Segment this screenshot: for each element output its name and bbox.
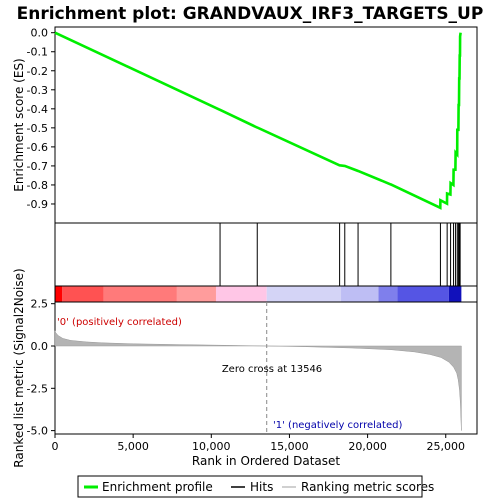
legend-label-hits: Hits	[250, 480, 273, 494]
es-y-tick-label: -0.9	[27, 198, 48, 211]
chart-title: Enrichment plot: GRANDVAUX_IRF3_TARGETS_…	[17, 4, 484, 24]
hits-panel-frame	[54, 222, 478, 287]
color-bar-segment	[103, 286, 177, 302]
x-tick-label: 20,000	[348, 440, 387, 453]
positive-correlation-label: '0' (positively correlated)	[57, 317, 182, 328]
x-axis: 0 5,000 10,000 15,000 20,000 25,000	[52, 434, 465, 453]
metric-y-tick-label: 2.5	[31, 298, 49, 311]
es-y-tick-label: 0.0	[31, 27, 49, 40]
color-bar-segment	[215, 286, 267, 302]
metric-y-tick-label: -2.5	[27, 382, 48, 395]
negative-correlation-label: '1' (negatively correlated)	[273, 420, 402, 431]
color-bar-segment	[266, 286, 342, 302]
color-bar-segment	[55, 286, 63, 302]
x-tick-label: 5,000	[117, 440, 149, 453]
color-bar-segment	[378, 286, 398, 302]
es-y-tick-label: -0.6	[27, 141, 48, 154]
es-y-axis: 0.0 -0.1 -0.2 -0.3 -0.4 -0.5 -0.6 -0.7 -0.8 -0.9	[27, 27, 55, 211]
es-panel-frame	[54, 26, 478, 224]
x-tick-label: 10,000	[192, 440, 231, 453]
x-tick-label: 25,000	[426, 440, 465, 453]
es-y-tick-label: -0.4	[27, 103, 48, 116]
es-y-tick-label: -0.3	[27, 84, 48, 97]
color-bar-segment	[341, 286, 379, 302]
color-bar-segment	[397, 286, 449, 302]
x-axis-label: Rank in Ordered Dataset	[192, 454, 340, 468]
rank-color-bar	[55, 286, 462, 302]
metric-y-axis: 2.5 0.0 -2.5 -5.0	[27, 298, 55, 438]
legend: Enrichment profile Hits Ranking metric s…	[77, 475, 434, 498]
hits-markers	[219, 223, 461, 286]
es-y-tick-label: -0.2	[27, 65, 48, 78]
legend-box	[77, 475, 423, 498]
zero-cross-label: Zero cross at 13546	[222, 364, 322, 375]
ranking-metric-area	[54, 330, 462, 431]
color-bar-segment	[176, 286, 216, 302]
metric-y-tick-label: -5.0	[27, 425, 48, 438]
metric-y-tick-label: 0.0	[31, 340, 49, 353]
legend-label-metric: Ranking metric scores	[301, 480, 434, 494]
es-y-tick-label: -0.8	[27, 179, 48, 192]
enrichment-profile-line	[54, 31, 462, 210]
metric-y-axis-label: Ranked list metric (Signal2Noise)	[12, 268, 26, 467]
es-y-tick-label: -0.5	[27, 122, 48, 135]
legend-label-enrichment: Enrichment profile	[102, 480, 213, 494]
metric-panel-frame	[54, 301, 478, 435]
es-y-tick-label: -0.1	[27, 46, 48, 59]
es-y-tick-label: -0.7	[27, 160, 48, 173]
color-bar-segment	[62, 286, 104, 302]
es-y-axis-label: Enrichment score (ES)	[12, 58, 26, 191]
x-tick-label: 15,000	[270, 440, 309, 453]
x-tick-label: 0	[52, 440, 59, 453]
color-bar-segment	[448, 286, 462, 302]
